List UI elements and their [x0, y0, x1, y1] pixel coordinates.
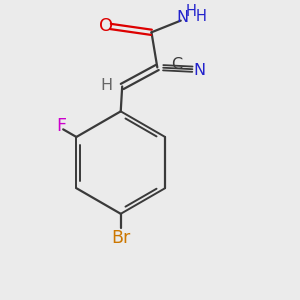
Text: N: N — [194, 63, 206, 78]
Text: H: H — [100, 77, 112, 92]
Text: Br: Br — [111, 229, 130, 247]
Text: C: C — [171, 57, 182, 72]
Text: H: H — [185, 4, 197, 19]
Text: N: N — [176, 10, 188, 25]
Text: F: F — [56, 117, 66, 135]
Text: O: O — [99, 16, 113, 34]
Text: H: H — [195, 9, 206, 24]
